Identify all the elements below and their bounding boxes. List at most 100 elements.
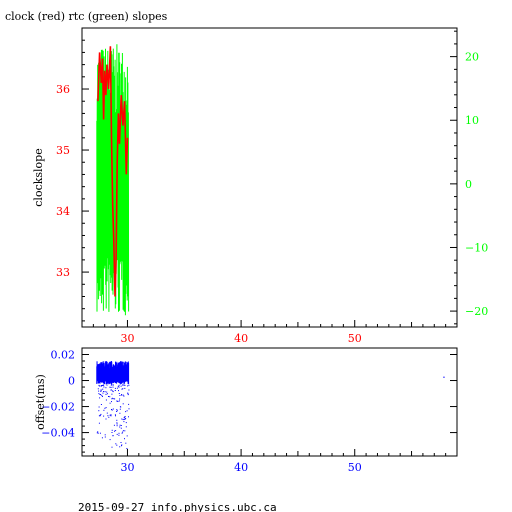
offset-point <box>116 419 118 421</box>
offset-point <box>115 415 116 417</box>
offset-point <box>102 392 104 394</box>
offset-point <box>99 415 101 417</box>
offset-point <box>99 432 101 434</box>
offset-point <box>124 438 125 440</box>
offset-point <box>112 390 114 392</box>
offset-plot-frame <box>81 347 458 457</box>
offset-point <box>124 384 126 386</box>
clock-series-line <box>97 46 129 297</box>
offset-point <box>114 390 116 391</box>
offset-series <box>96 361 445 449</box>
offset-point <box>125 418 127 419</box>
offset-point <box>98 390 100 392</box>
offset-y-axis-label: offset(ms) <box>34 374 47 430</box>
offset-point <box>111 384 113 386</box>
slopes-plot-frame <box>81 27 458 328</box>
slopes-x-tick-label: 40 <box>234 332 248 345</box>
offset-point <box>122 394 124 396</box>
offset-point <box>102 384 104 386</box>
slopes-x-tick-label: 30 <box>120 332 134 345</box>
offset-point <box>111 397 113 399</box>
offset-point <box>128 408 130 410</box>
offset-point <box>100 390 102 392</box>
offset-x-tick-label: 50 <box>348 461 362 474</box>
offset-point <box>122 430 124 432</box>
offset-point <box>119 426 121 428</box>
offset-point <box>121 445 122 447</box>
offset-point <box>109 414 111 416</box>
slopes-panel: 30 40 50 33 34 35 36 −20 −10 0 10 20 clockslope <box>32 27 488 345</box>
offset-point <box>119 446 121 448</box>
offset-point <box>99 397 101 399</box>
offset-point <box>101 396 103 397</box>
offset-point <box>121 384 123 386</box>
offset-point <box>114 398 116 400</box>
offset-point <box>107 415 109 417</box>
offset-y-tick-label: −0.04 <box>41 427 75 440</box>
offset-point <box>124 416 126 418</box>
offset-point <box>105 418 107 420</box>
offset-point <box>104 436 106 438</box>
offset-point <box>121 388 123 390</box>
offset-point <box>105 393 107 395</box>
offset-point <box>111 393 113 395</box>
offset-point <box>112 391 114 393</box>
offset-point <box>120 385 122 387</box>
offset-point <box>97 388 99 390</box>
slopes-right-tick-label: −20 <box>465 305 488 318</box>
offset-point <box>121 432 123 434</box>
slopes-left-tick-label: 33 <box>56 266 70 279</box>
offset-point <box>117 386 119 388</box>
offset-point <box>106 384 108 386</box>
slopes-right-tick-label: 20 <box>465 51 479 64</box>
slopes-y-axis-label: clockslope <box>32 148 45 206</box>
offset-point <box>122 388 124 390</box>
offset-point <box>98 415 100 417</box>
offset-point <box>119 424 121 426</box>
offset-point <box>112 408 114 410</box>
offset-point <box>116 410 118 412</box>
offset-point <box>110 389 112 391</box>
offset-point <box>121 394 122 396</box>
offset-x-tick-label: 40 <box>234 461 248 474</box>
offset-point <box>125 422 127 424</box>
offset-point <box>128 416 129 418</box>
offset-point <box>124 387 126 389</box>
offset-point <box>126 410 128 412</box>
offset-point <box>109 439 111 441</box>
offset-point <box>111 409 112 410</box>
offset-point <box>120 442 122 443</box>
offset-point <box>100 390 102 392</box>
offset-point <box>122 403 124 405</box>
offset-point <box>98 406 100 408</box>
offset-point <box>115 443 117 445</box>
offset-point <box>115 430 117 432</box>
offset-point <box>100 394 102 396</box>
offset-y-tick-label: −0.02 <box>41 401 75 414</box>
offset-point <box>104 434 106 436</box>
offset-point <box>116 387 118 389</box>
offset-point <box>103 409 105 411</box>
slopes-x-tick-label: 50 <box>348 332 362 345</box>
offset-point <box>98 384 100 386</box>
offset-point <box>125 426 127 428</box>
slopes-left-tick-label: 34 <box>56 205 70 218</box>
offset-point <box>124 416 126 417</box>
offset-y-tick-label: 0 <box>68 375 75 388</box>
offset-point <box>100 385 102 387</box>
offset-point <box>100 389 102 391</box>
offset-point <box>106 393 108 395</box>
offset-point <box>124 418 126 420</box>
offset-point <box>116 444 118 446</box>
offset-point <box>113 424 115 426</box>
offset-point <box>98 410 100 412</box>
slopes-right-tick-label: −10 <box>465 241 488 254</box>
offset-point <box>118 390 119 392</box>
offset-point <box>116 433 118 435</box>
offset-point <box>105 407 107 409</box>
slopes-right-tick-label: 10 <box>465 114 479 127</box>
offset-point <box>98 385 100 387</box>
offset-point <box>112 386 114 388</box>
offset-point <box>109 402 111 404</box>
offset-point <box>119 412 121 414</box>
